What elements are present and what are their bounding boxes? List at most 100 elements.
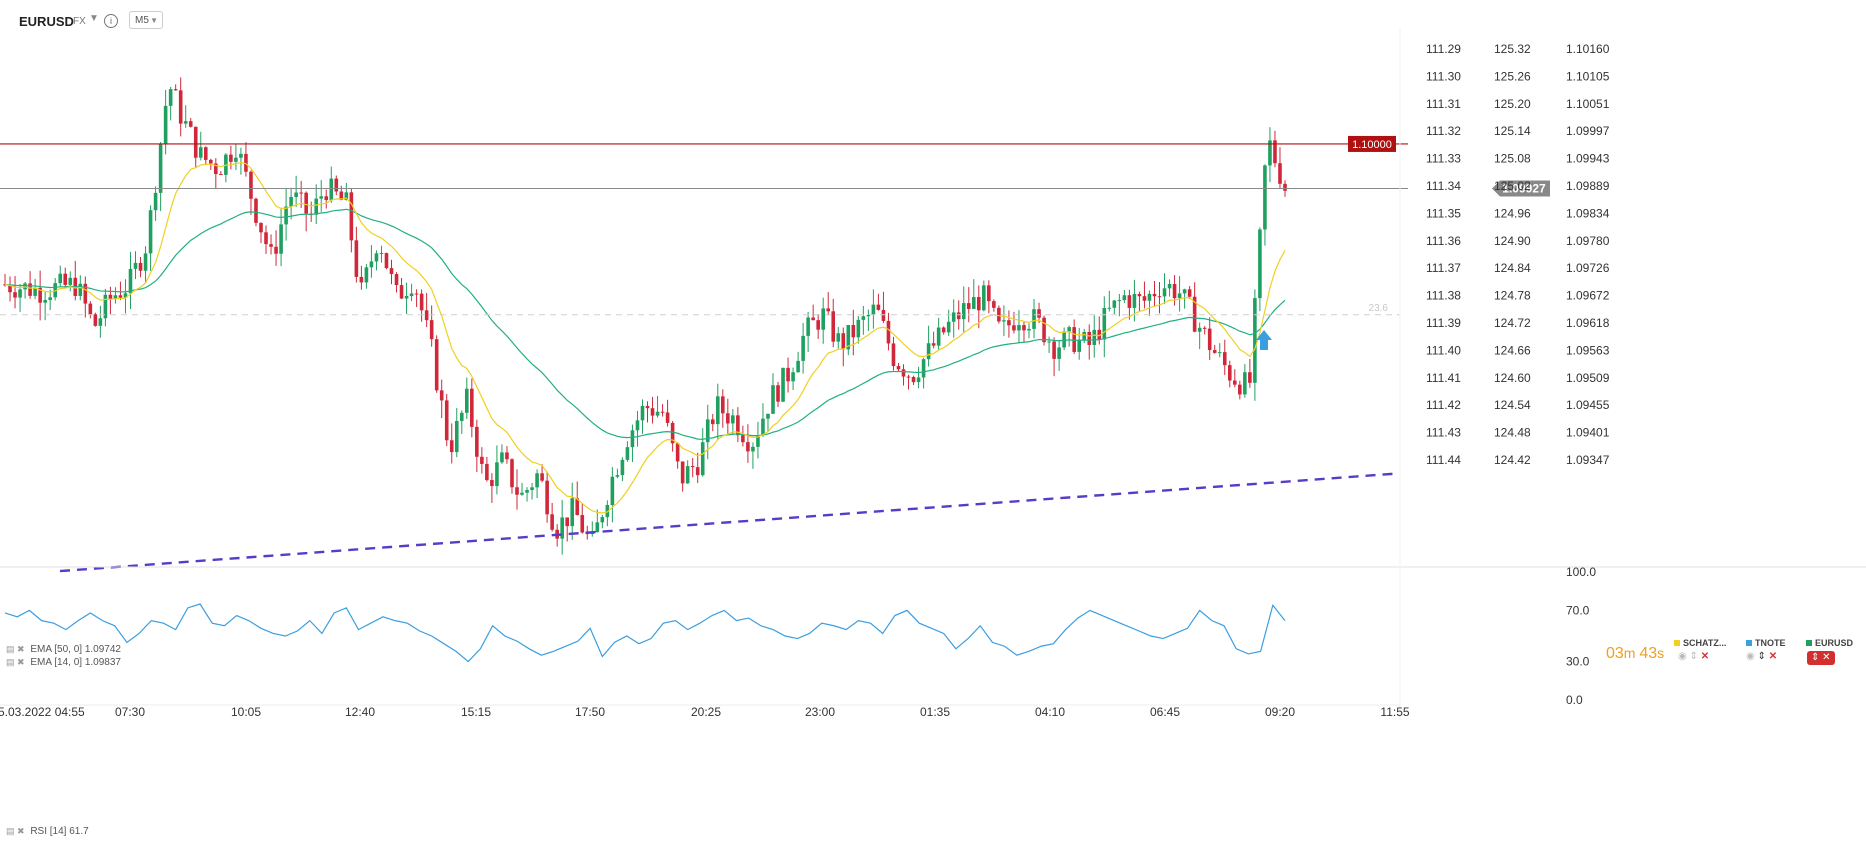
- candle-body: [1037, 309, 1041, 318]
- sort-icon[interactable]: ⇕: [1757, 651, 1766, 662]
- instrument-schatz[interactable]: SCHATZ...: [1674, 638, 1726, 648]
- candle-body: [465, 388, 469, 413]
- candle-body: [575, 498, 580, 516]
- candle-body: [916, 377, 921, 383]
- sort-icon[interactable]: ⇕: [1811, 652, 1820, 663]
- eurusd-tick-label: 1.09401: [1566, 426, 1610, 440]
- candle-body: [535, 473, 539, 488]
- candle-body: [43, 300, 47, 303]
- candle-body: [344, 192, 349, 200]
- candle-body: [173, 89, 178, 91]
- schatz-tick-label: 111.43: [1426, 426, 1461, 440]
- candle-body: [896, 366, 901, 370]
- trendline: [59, 472, 1399, 573]
- rsi-legend[interactable]: ▤ ✖ RSI [14] 61.7: [6, 826, 89, 837]
- countdown-sec-unit: s: [1657, 645, 1665, 661]
- candle-body: [58, 273, 63, 284]
- legend-ema14[interactable]: ▤ ✖ EMA [14, 0] 1.09837: [6, 656, 121, 669]
- candle-body: [470, 388, 474, 427]
- tnote-tick-label: 124.72: [1494, 316, 1531, 330]
- eye-icon[interactable]: ◉: [1678, 651, 1687, 662]
- x-tick-label: 15.03.2022 04:55: [0, 705, 85, 719]
- candle-body: [394, 274, 399, 286]
- candle-body: [520, 492, 524, 495]
- x-tick-label: 04:10: [1035, 705, 1065, 719]
- candle-body: [615, 475, 620, 477]
- instrument-eurusd[interactable]: EURUSD: [1806, 638, 1853, 648]
- legend-controls-icon[interactable]: ▤ ✖: [6, 644, 25, 654]
- candle-body: [1157, 296, 1162, 298]
- candle-body: [786, 367, 790, 382]
- timeframe-select[interactable]: M5 ▼: [129, 11, 163, 29]
- candle-body: [605, 505, 610, 518]
- candle-body: [961, 303, 966, 320]
- eurusd-tick-label: 1.09455: [1566, 398, 1610, 412]
- instrument-tnote[interactable]: TNOTE: [1746, 638, 1786, 648]
- candle-body: [319, 196, 324, 199]
- candle-body: [1132, 294, 1137, 308]
- tnote-tick-label: 125.32: [1494, 42, 1531, 56]
- legend-ema50[interactable]: ▤ ✖ EMA [50, 0] 1.09742: [6, 643, 121, 656]
- candle-body: [741, 435, 745, 443]
- symbol-label[interactable]: EURUSD: [19, 14, 74, 29]
- candle-body: [439, 390, 444, 401]
- candle-body: [1278, 163, 1282, 184]
- candle-body: [1022, 325, 1026, 331]
- tnote-tick-label: 124.42: [1494, 453, 1531, 467]
- candle-body: [1052, 341, 1056, 359]
- close-icon[interactable]: ✕: [1700, 651, 1710, 662]
- candle-body: [1233, 380, 1237, 385]
- candle-body: [424, 310, 429, 321]
- candle-body: [515, 487, 519, 495]
- candle-body: [1238, 384, 1242, 395]
- candle-body: [1032, 309, 1036, 329]
- candle-body: [710, 419, 715, 425]
- sort-icon[interactable]: ⇕: [1689, 651, 1698, 662]
- candle-body: [645, 405, 650, 409]
- candle-body: [128, 268, 133, 294]
- eurusd-tick-label: 1.09780: [1566, 234, 1610, 248]
- rsi-name: RSI: [30, 826, 47, 837]
- candle-body: [891, 343, 896, 367]
- candle-body: [1207, 328, 1212, 351]
- legend-controls-icon[interactable]: ▤ ✖: [6, 657, 25, 667]
- candle-body: [444, 400, 449, 441]
- candle-body: [374, 253, 379, 262]
- candle-body: [731, 415, 735, 424]
- candle-body: [480, 456, 484, 464]
- candle-body: [796, 360, 800, 373]
- chart-header: EURUSD FX ▼ i M5 ▼: [0, 0, 1866, 42]
- tnote-tick-label: 124.78: [1494, 289, 1531, 303]
- current-price-tag-text: 1.09927: [1502, 181, 1546, 195]
- close-icon[interactable]: ✕: [1768, 651, 1778, 662]
- candle-body: [359, 276, 364, 283]
- candle-body: [1172, 284, 1177, 299]
- rsi-params: [14]: [49, 826, 67, 837]
- candle-body: [1087, 331, 1092, 345]
- candles-group: [3, 77, 1287, 555]
- schatz-tick-label: 111.36: [1426, 234, 1461, 248]
- tnote-tick-label: 125.08: [1494, 152, 1531, 166]
- candle-body: [1187, 289, 1192, 297]
- schatz-tick-label: 111.38: [1426, 289, 1461, 303]
- candle-body: [886, 320, 891, 344]
- candle-body: [540, 473, 544, 481]
- legend-controls-icon[interactable]: ▤ ✖: [6, 826, 25, 836]
- tnote-color-swatch: [1746, 640, 1752, 646]
- candle-body: [690, 466, 695, 468]
- candle-body: [1067, 327, 1071, 332]
- candle-body: [1047, 341, 1051, 343]
- candle-body: [93, 314, 98, 326]
- close-icon[interactable]: ✕: [1822, 652, 1831, 663]
- candle-body: [1222, 352, 1227, 366]
- eye-icon[interactable]: ◉: [1746, 651, 1755, 662]
- candle-body: [595, 522, 600, 533]
- ema50-line: [4, 208, 1286, 440]
- info-icon[interactable]: i: [104, 14, 118, 28]
- symbol-dropdown-icon[interactable]: ▼: [89, 13, 99, 24]
- candle-body: [926, 343, 931, 360]
- countdown-sec: 43: [1639, 645, 1658, 662]
- candle-body: [475, 426, 479, 457]
- candle-body: [660, 411, 665, 413]
